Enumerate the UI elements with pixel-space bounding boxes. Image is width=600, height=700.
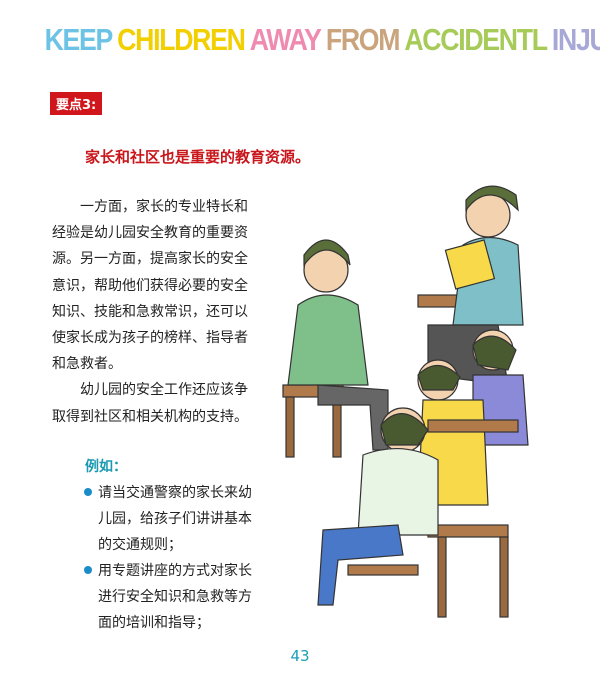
paragraph-line: 经验是幼儿园安全教育的重要资 xyxy=(52,225,248,242)
examples-label: 例如： xyxy=(85,459,127,475)
example-line: 的交通规则； xyxy=(98,537,182,553)
paragraph-line: 一方面，家长的专业特长和 xyxy=(80,199,248,215)
bullet xyxy=(84,488,92,496)
example-line: 用专题讲座的方式对家长 xyxy=(98,563,252,579)
title-word: KEEP xyxy=(44,22,114,57)
example-line: 请当交通警察的家长来幼 xyxy=(98,485,252,501)
section-label: 要点3: xyxy=(50,92,103,115)
example-line: 进行安全知识和急救等方 xyxy=(98,589,252,605)
title: KEEPCHILDRENAWAYFROMACCIDENTLINJURIES xyxy=(42,22,600,58)
paragraph-line: 源。另一方面，提高家长的安全 xyxy=(52,251,248,268)
paragraph-line: 使家长成为孩子的榜样、指导者 xyxy=(52,330,248,346)
example-line: 儿园，给孩子们讲讲基本 xyxy=(98,511,252,527)
paragraph-line: 知识、技能和急救常识，还可以 xyxy=(52,303,248,320)
example-line: 面的培训和指导； xyxy=(98,615,210,631)
paragraph-line: 和急救者。 xyxy=(52,356,122,373)
page-number: 43 xyxy=(290,647,310,665)
bullet xyxy=(84,566,92,574)
title-word: ACCIDENTL xyxy=(404,22,548,57)
paragraph-line: 取得到社区和相关机构的支持。 xyxy=(52,408,248,425)
illustration xyxy=(282,185,529,618)
title-word: FROM xyxy=(325,22,401,57)
title-word: CHILDREN xyxy=(117,22,246,57)
section-heading: 家长和社区也是重要的教育资源。 xyxy=(85,148,311,166)
paragraph-line: 幼儿园的安全工作还应该争 xyxy=(80,382,248,399)
title-word: AWAY xyxy=(249,22,322,57)
paragraph-line: 意识，帮助他们获得必要的安全 xyxy=(52,277,248,294)
title-word: INJURIES xyxy=(551,22,600,57)
